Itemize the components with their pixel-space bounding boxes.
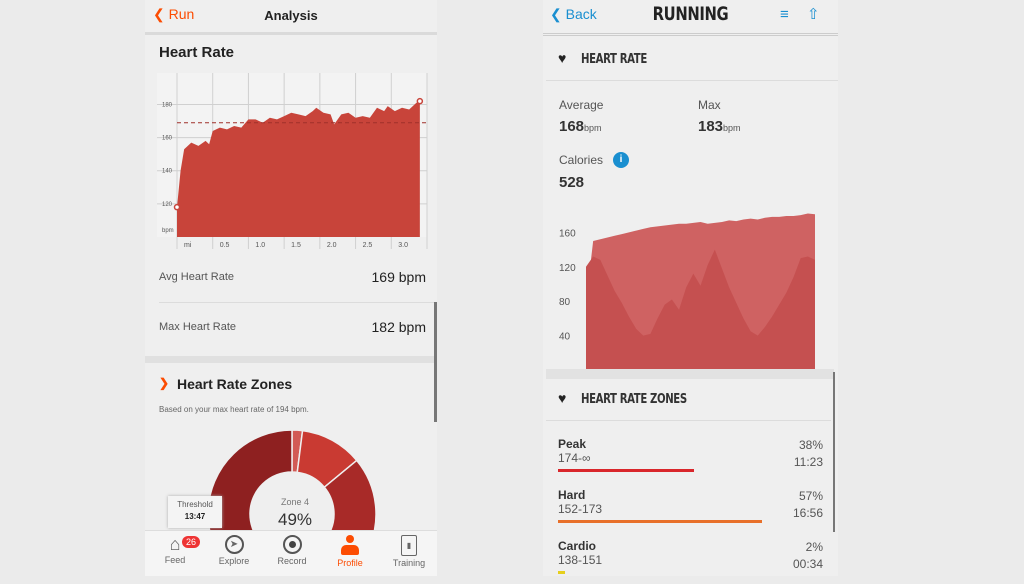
page-title: Analysis (264, 8, 318, 23)
y-tick-label: 160 (559, 228, 576, 239)
y-axis-label: bpm (162, 228, 174, 234)
donut-slice (207, 429, 293, 530)
heart-rate-area (177, 101, 420, 237)
y-tick-label: 140 (162, 169, 173, 175)
zone-stats: 2% 00:34 (792, 540, 823, 571)
zone-range: 174-∞ (558, 451, 591, 465)
chevron-left-icon: ❮ (550, 6, 562, 22)
y-tick-label: 80 (559, 297, 571, 308)
y-tick-label: 180 (162, 102, 173, 108)
heart-icon: ♥ (558, 50, 567, 66)
heart-icon: ♥ (558, 390, 567, 406)
average-value: 168bpm (559, 118, 602, 135)
donut-center-value: 49% (277, 510, 313, 529)
avg-heart-rate-value: 169 bpm (371, 269, 426, 285)
zone-row: Peak 174-∞ 38% 11:23 (558, 437, 823, 482)
back-button[interactable]: ❮ Back (550, 6, 597, 22)
person-icon (340, 535, 360, 556)
average-label: Average (559, 98, 604, 112)
divider (546, 420, 831, 421)
zone-range: 138-151 (558, 553, 603, 567)
clipboard-chart-icon: ▮ (401, 535, 417, 556)
zone-name: Hard (558, 488, 586, 502)
record-icon (282, 535, 302, 554)
x-tick-label: 1.0 (255, 242, 265, 249)
avg-heart-rate-label: Avg Heart Rate (159, 271, 235, 283)
max-value: 183bpm (698, 118, 741, 135)
zones-title: HEART RATE ZONES (581, 392, 687, 407)
nav-explore[interactable]: ➤ Explore (209, 533, 259, 566)
section-title: Heart Rate (159, 44, 235, 61)
zones-donut-chart (207, 429, 377, 530)
heart-rate-chart: 120 140 160 180 bpm mi 0.5 1.0 1.5 2.0 2.5 3.0 (157, 73, 428, 249)
calories-value: 528 (559, 174, 585, 191)
notification-badge: 26 (182, 536, 201, 548)
x-tick-label: 1.5 (291, 242, 301, 249)
y-tick-label: 120 (559, 263, 576, 274)
tooltip-value: 13:47 (184, 512, 206, 521)
x-tick-label: 0.5 (220, 242, 230, 249)
zone-bar (558, 571, 566, 574)
divider (546, 369, 834, 379)
divider (145, 32, 437, 35)
end-marker (416, 97, 424, 105)
x-tick-label: 2.5 (363, 242, 373, 249)
zone-tooltip: Threshold 13:47 (168, 496, 222, 528)
nav-record[interactable]: Record (267, 533, 317, 566)
scrollbar[interactable] (833, 372, 835, 532)
zone-stats: 38% 11:23 (793, 438, 823, 469)
back-button[interactable]: ❮ Run (153, 6, 195, 22)
share-icon[interactable]: ⇧ (807, 6, 820, 23)
page-title: RUNNING (652, 3, 729, 25)
start-marker (173, 203, 181, 211)
zone-bar (558, 520, 763, 523)
tooltip-label: Threshold (177, 500, 213, 509)
zone-name: Peak (558, 437, 587, 451)
heart-rate-chart: 40 80 120 160 (559, 213, 815, 370)
y-tick-label: 160 (162, 136, 173, 142)
info-icon[interactable]: i (613, 152, 629, 168)
zone-row: Cardio 138-151 2% 00:34 (558, 539, 823, 584)
calories-label: Calories (559, 153, 604, 167)
max-heart-rate-value: 182 bpm (371, 319, 426, 335)
nav-profile[interactable]: Profile (325, 533, 375, 568)
max-label: Max (698, 98, 721, 112)
divider (145, 356, 434, 363)
x-tick-label: mi (184, 242, 192, 249)
zone-bar (558, 469, 695, 472)
donut-hole (251, 473, 333, 530)
max-heart-rate-label: Max Heart Rate (159, 321, 237, 333)
nav-training[interactable]: ▮ Training (384, 533, 434, 568)
y-tick-label: 120 (162, 202, 173, 208)
zone-row: Hard 152-173 57% 16:56 (558, 488, 823, 533)
divider (546, 80, 838, 81)
filter-sliders-icon[interactable]: ≡ (780, 6, 789, 23)
chevron-left-icon: ❮ (153, 6, 165, 22)
divider (159, 302, 437, 303)
series-area-1 (586, 249, 815, 370)
zones-title: Heart Rate Zones (177, 376, 293, 392)
x-tick-label: 3.0 (398, 242, 408, 249)
donut-slice (323, 459, 377, 530)
right-phone-screen: ❮ Back RUNNING ≡ ⇧ ♥ HEART RATE Average … (543, 0, 838, 576)
donut-center-label: Zone 4 (280, 497, 310, 507)
left-phone-screen: ❮ Run Analysis Heart Rate 120 140 160 180 bp… (145, 0, 437, 576)
divider (543, 33, 838, 36)
scrollbar[interactable] (434, 302, 437, 422)
zone-stats: 57% 16:56 (792, 489, 823, 520)
zones-subtitle: Based on your max heart rate of 194 bpm. (159, 405, 309, 414)
home-icon: ⌂ (169, 534, 181, 554)
nav-feed[interactable]: ⌂ Feed 26 (150, 533, 201, 565)
y-tick-label: 40 (559, 332, 571, 343)
x-tick-label: 2.0 (327, 242, 337, 249)
zone-name: Cardio (558, 539, 597, 553)
zone-range: 152-173 (558, 502, 603, 516)
zones-chevron-icon: ❯ (159, 376, 170, 390)
section-title: HEART RATE (581, 52, 647, 67)
compass-icon: ➤ (224, 535, 244, 554)
